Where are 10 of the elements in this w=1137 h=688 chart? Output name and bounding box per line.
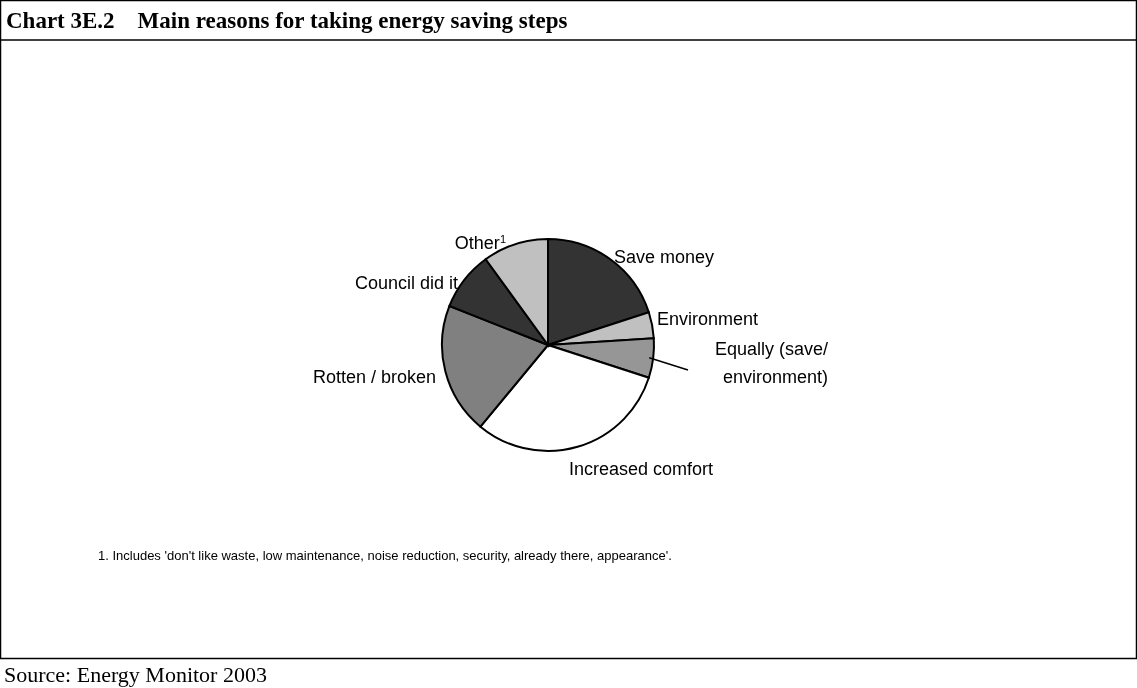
slice-label: Council did it [354, 273, 458, 293]
slice-label: Other$^{1}$ [454, 233, 506, 253]
slice-label: Increased comfort [569, 459, 714, 479]
legend-label: Equally (save/ environment) [714, 339, 828, 387]
slice-label: Rotten / broken [312, 367, 436, 387]
source-note: Source: Energy Monitor 2003 [4, 662, 267, 687]
slice-label: Environment [657, 309, 759, 329]
chart-title: Chart 3E.2 Main reasons for taking energy saving steps [6, 8, 568, 33]
slice-label: Save money [614, 247, 715, 267]
text: 1. Includes 'don't like waste, low maintenance, noise reduction, security, already there, appearance'. [98, 548, 672, 563]
